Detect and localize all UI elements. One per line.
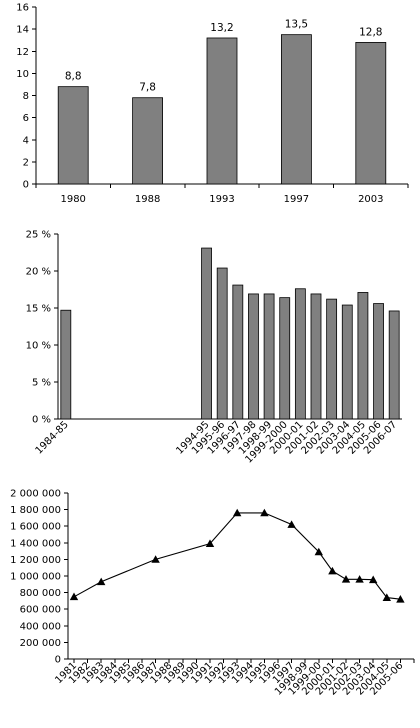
bar [263,293,275,420]
data-point-marker [328,566,337,575]
data-point-marker [287,520,296,528]
data-point-marker [151,555,160,563]
y-tick-label: 6 [23,113,29,124]
data-point-marker [355,575,364,583]
bar [201,247,212,420]
data-point-marker [260,508,269,517]
data-point-marker [396,595,405,603]
data-point-marker [233,508,242,517]
y-tick-label: 1 400 000 [10,538,61,549]
y-tick-label: 2 000 000 [10,489,61,500]
bar [355,42,387,185]
bar [132,97,164,185]
bar-chart-by-year: 0 2 4 6 8 10 12 14 16 8,8 1980 7,8 1988 13,2 1993 13,5 1… [16,3,409,205]
data-label: 8,8 [65,71,82,83]
y-tick-label: 25 % [26,230,51,241]
data-label: 13,2 [210,22,233,34]
bar [232,284,244,420]
y-tick-label: 800 000 [20,588,61,599]
x-tick-label: 1988 [135,194,160,205]
y-tick-label: 2 [23,157,29,168]
bar [294,288,306,420]
y-tick-label: 8 [23,91,29,102]
y-tick-label: 10 % [26,341,51,352]
y-tick-label: 400 000 [20,621,61,632]
y-tick-label: 0 [23,180,29,191]
y-tick-label: 20 % [26,267,51,278]
data-point-marker [341,575,351,583]
y-tick-label: 200 000 [20,638,61,649]
y-tick-label: 16 [16,3,29,14]
bar [57,86,89,185]
data-point-marker [205,539,215,547]
x-tick-label: 1993 [209,194,234,205]
bar [248,293,259,420]
bar [279,297,291,420]
bar-chart-by-school-year: 0 %5 %10 %15 %20 %25 %1984-85 1994-951995… [26,230,402,466]
bar [357,292,369,420]
x-tick-label: 1980 [60,194,85,205]
series-line [73,512,401,600]
bar [310,293,322,420]
line-chart: 0 200 000 400 000 600 000 800 000 1 000 000 1 … [10,489,415,698]
y-tick-label: 12 [16,47,29,58]
y-tick-label: 600 000 [20,605,61,616]
y-tick-label: 10 [16,69,29,80]
bar [373,303,384,420]
bar [216,267,228,420]
data-point-marker [69,592,79,601]
bar [388,310,400,420]
data-point-marker [314,547,323,556]
x-tick-label: 1997 [284,194,309,205]
data-point-marker [369,575,378,584]
y-tick-label: 0 [55,655,61,666]
y-tick-label: 5 % [32,378,51,389]
bar [341,304,353,420]
bar [326,298,338,420]
data-point-marker [97,577,106,586]
y-tick-label: 1 600 000 [10,522,61,533]
bar [280,34,312,185]
y-tick-label: 4 [23,135,29,146]
data-point-marker [382,593,391,601]
y-tick-label: 14 [16,25,29,36]
y-tick-label: 0 % [32,415,51,426]
data-label: 12,8 [359,26,382,38]
y-tick-label: 1 000 000 [10,572,61,583]
y-tick-label: 1 800 000 [10,505,61,516]
data-label: 13,5 [285,19,308,31]
y-tick-label: 15 % [26,304,51,315]
bar [60,309,72,420]
y-tick-label: 1 200 000 [10,555,61,566]
data-label: 7,8 [139,82,156,94]
x-tick-label: 2003 [358,194,383,205]
bar [206,37,238,185]
